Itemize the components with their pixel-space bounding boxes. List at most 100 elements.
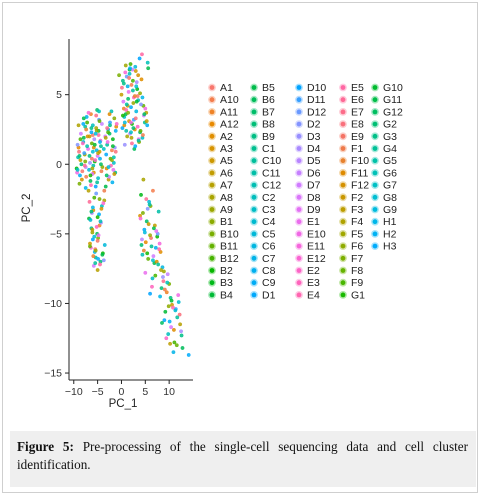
legend-item: F7: [339, 253, 363, 265]
data-point: [128, 62, 133, 66]
legend-label: G3: [383, 131, 397, 143]
data-point: [142, 112, 147, 117]
data-point: [123, 70, 128, 75]
legend-label: F1: [351, 143, 363, 155]
data-point: [134, 109, 139, 114]
legend-label: G12: [383, 106, 403, 118]
data-point: [177, 312, 182, 317]
data-point: [90, 166, 95, 171]
legend-item: E2: [295, 265, 320, 277]
legend-label: G9: [383, 204, 397, 216]
data-point: [108, 123, 112, 128]
data-point: [93, 248, 98, 253]
data-point: [84, 127, 89, 132]
legend-item: A3: [208, 143, 233, 155]
legend-label: A12: [220, 119, 239, 131]
legend-swatch: [340, 292, 346, 298]
data-point: [160, 321, 164, 325]
data-point: [78, 173, 82, 178]
data-point: [145, 60, 150, 65]
data-point: [92, 142, 97, 147]
legend-item: F8: [339, 265, 363, 277]
legend-swatch: [209, 182, 215, 188]
data-point: [93, 184, 98, 189]
legend-item: B10: [208, 228, 239, 240]
legend-label: B11: [220, 241, 238, 253]
legend-swatch: [209, 133, 215, 139]
figure-caption-text: Pre-processing of the single-cell sequen…: [17, 439, 468, 472]
legend-swatch: [209, 255, 215, 261]
data-point: [171, 350, 176, 355]
data-point: [147, 202, 152, 207]
data-point: [104, 173, 109, 178]
legend-swatch: [340, 243, 346, 249]
legend-swatch: [340, 219, 346, 225]
data-point: [101, 201, 106, 206]
legend-swatch: [251, 109, 257, 115]
x-axis-title: PC_1: [109, 398, 138, 410]
data-point: [176, 293, 181, 297]
legend-label: G11: [383, 94, 402, 106]
legend-label: G6: [383, 167, 397, 179]
legend-swatch: [296, 255, 302, 261]
legend-item: E5: [339, 82, 364, 94]
legend-label: F4: [351, 216, 363, 228]
data-point: [96, 257, 100, 261]
legend-item: A8: [208, 192, 233, 204]
data-point: [88, 218, 93, 222]
data-point: [156, 262, 161, 267]
legend-item: D12: [295, 106, 326, 118]
legend-item: D6: [295, 167, 321, 179]
data-point: [85, 120, 90, 125]
data-point: [141, 248, 146, 253]
data-point: [150, 276, 155, 281]
legend-label: B10: [220, 228, 239, 240]
data-point: [102, 188, 107, 193]
legend-swatch: [372, 133, 378, 139]
data-point: [93, 261, 98, 265]
data-point: [111, 155, 116, 160]
legend-swatch: [251, 182, 257, 188]
data-point: [140, 52, 144, 57]
legend-swatch: [340, 109, 346, 115]
legend-label: B9: [262, 131, 275, 143]
data-point: [119, 92, 124, 97]
legend-item: B7: [250, 106, 275, 118]
data-point: [110, 148, 114, 153]
data-point: [148, 233, 152, 238]
legend-item: G3: [371, 131, 397, 143]
data-point: [144, 197, 149, 201]
data-point: [83, 159, 88, 164]
legend-label: G2: [383, 119, 397, 131]
data-point: [146, 222, 151, 227]
legend-item: D5: [295, 155, 321, 167]
legend-swatch: [296, 170, 302, 176]
data-point: [102, 243, 107, 247]
data-point: [100, 122, 104, 126]
data-point: [176, 300, 181, 304]
data-point: [89, 183, 93, 188]
legend: A1A10A11A12A2A3A5A6A7A8A9B1B10B11B12B2B3…: [208, 82, 403, 301]
data-point: [79, 177, 84, 182]
legend-label: E10: [307, 228, 326, 240]
legend-swatch: [340, 97, 346, 103]
data-point: [97, 197, 102, 201]
legend-swatch: [209, 170, 215, 176]
data-point: [117, 73, 121, 78]
data-point: [133, 144, 138, 149]
legend-swatch: [209, 158, 215, 164]
legend-label: A2: [220, 131, 233, 143]
data-point: [105, 140, 110, 144]
legend-label: C7: [262, 253, 276, 265]
legend-swatch: [296, 97, 302, 103]
data-point: [134, 99, 139, 104]
legend-label: C2: [262, 192, 276, 204]
legend-item: G5: [371, 155, 397, 167]
x-tick-label: −5: [92, 386, 104, 398]
data-point: [129, 120, 133, 125]
data-point: [75, 142, 80, 147]
legend-item: E3: [295, 277, 320, 289]
legend-label: B5: [262, 82, 275, 94]
data-point: [106, 130, 111, 135]
data-point: [138, 128, 143, 133]
